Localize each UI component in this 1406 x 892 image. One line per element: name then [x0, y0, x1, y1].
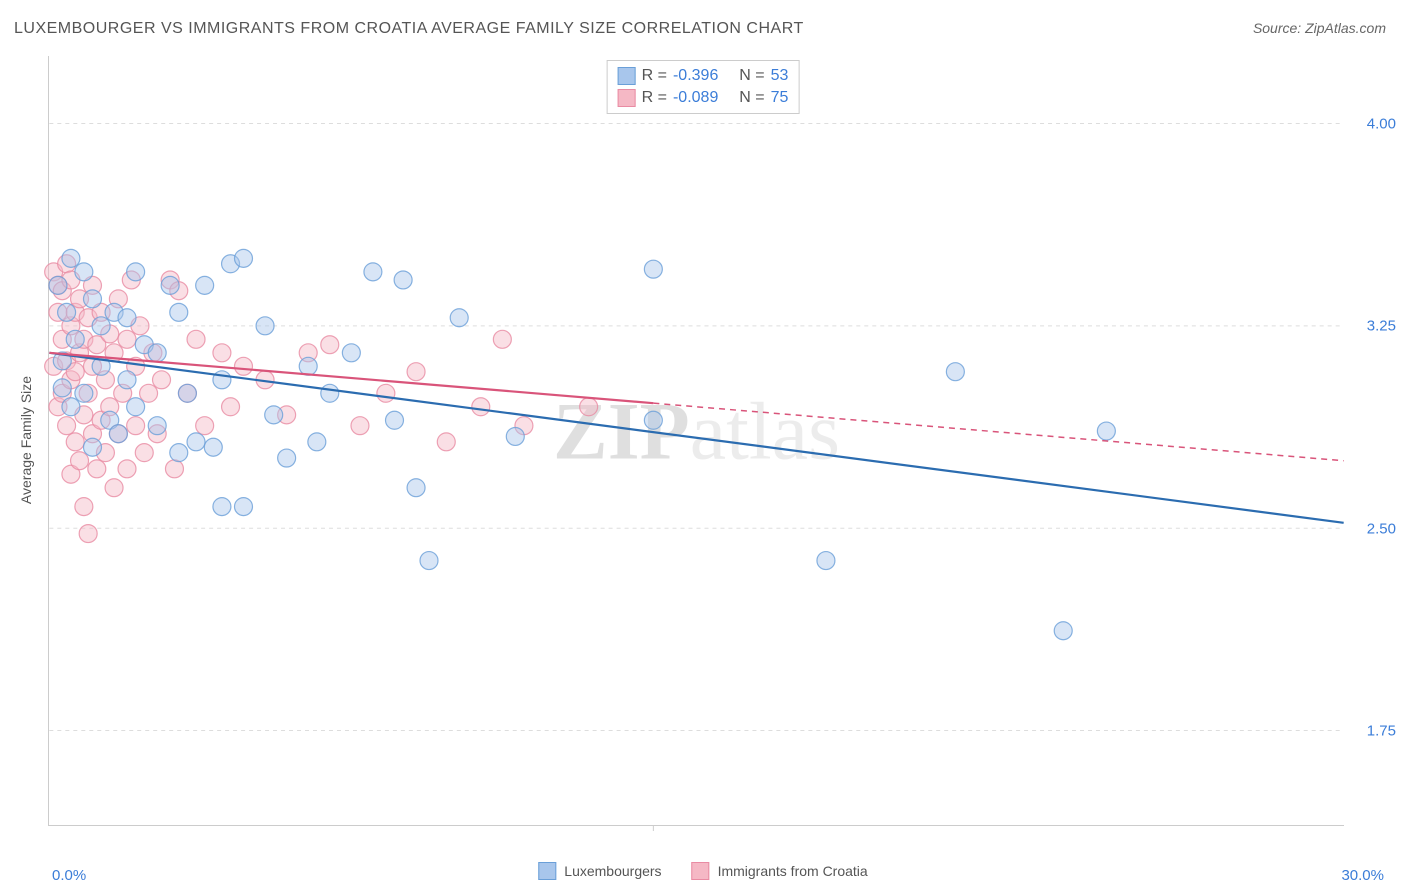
source-name: ZipAtlas.com [1305, 20, 1386, 36]
series-legend-item: Immigrants from Croatia [692, 862, 868, 880]
xtick-min: 0.0% [52, 867, 86, 884]
r-label: R = [642, 87, 667, 109]
r-label: R = [642, 65, 667, 87]
legend-swatch [618, 67, 636, 85]
n-value: 75 [771, 87, 789, 109]
n-label: N = [739, 87, 764, 109]
ytick-label: 1.75 [1367, 723, 1396, 740]
series-legend: Luxembourgers Immigrants from Croatia [538, 862, 867, 880]
source-prefix: Source: [1253, 20, 1305, 36]
legend-swatch [692, 862, 710, 880]
n-label: N = [739, 65, 764, 87]
chart-title: LUXEMBOURGER VS IMMIGRANTS FROM CROATIA … [14, 20, 804, 38]
correlation-legend: R = -0.396 N = 53 R = -0.089 N = 75 [607, 60, 800, 114]
series-name: Luxembourgers [564, 863, 661, 879]
ytick-label: 4.00 [1367, 115, 1396, 132]
y-axis-label: Average Family Size [18, 376, 34, 504]
ytick-label: 2.50 [1367, 520, 1396, 537]
r-value: -0.089 [673, 87, 718, 109]
legend-row: R = -0.089 N = 75 [618, 87, 789, 109]
ytick-label: 3.25 [1367, 318, 1396, 335]
source-credit: Source: ZipAtlas.com [1253, 20, 1386, 36]
xtick-max: 30.0% [1341, 867, 1384, 884]
series-legend-item: Luxembourgers [538, 862, 661, 880]
legend-row: R = -0.396 N = 53 [618, 65, 789, 87]
plot-area: ZIPatlas [48, 56, 1344, 826]
r-value: -0.396 [673, 65, 718, 87]
legend-swatch [538, 862, 556, 880]
n-value: 53 [771, 65, 789, 87]
series-name: Immigrants from Croatia [718, 863, 868, 879]
chart-svg [49, 56, 1344, 825]
legend-swatch [618, 89, 636, 107]
